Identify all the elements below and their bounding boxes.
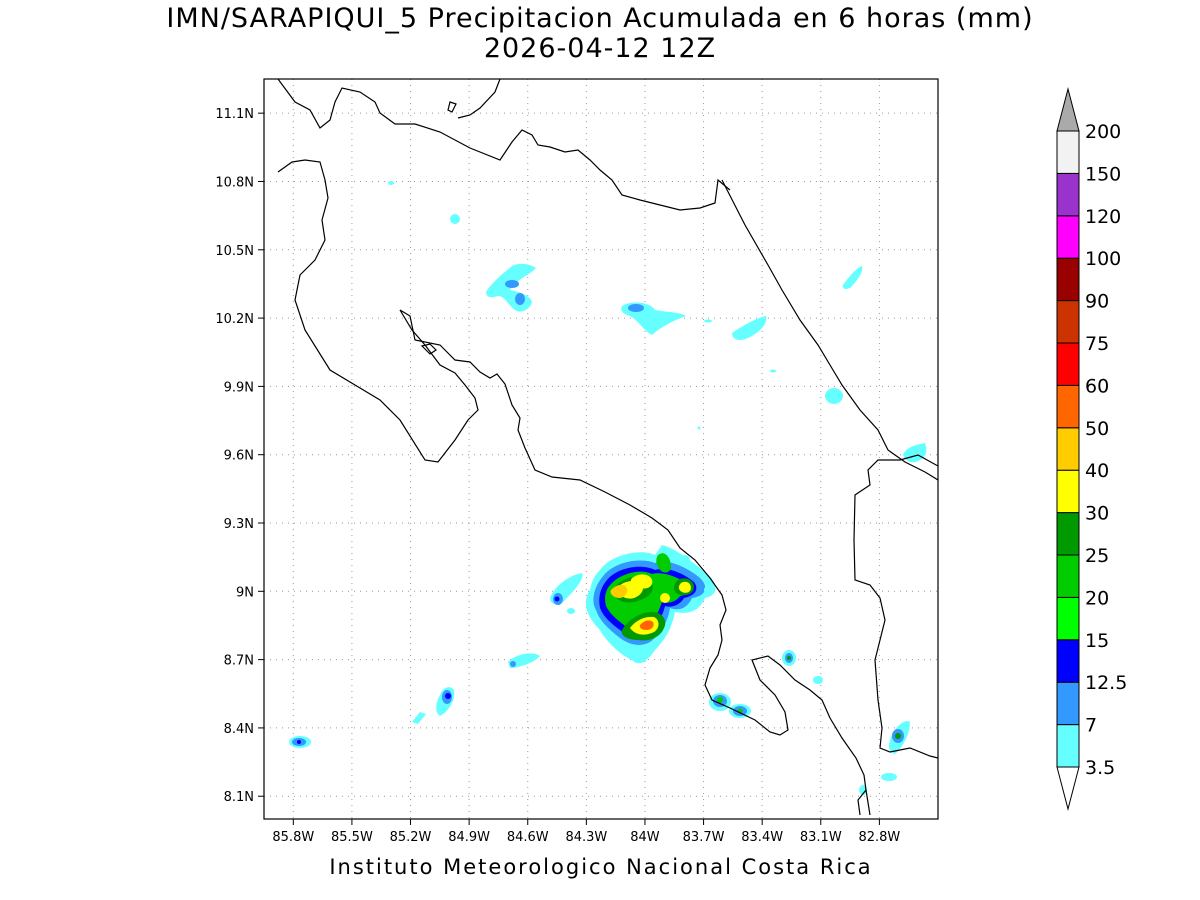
lat-tick-label: 10.8N <box>215 175 254 190</box>
colorbar-swatch <box>1056 257 1080 302</box>
lon-tick-label: 85.2W <box>390 830 432 845</box>
colorbar-swatch <box>1056 342 1080 386</box>
lat-tick-label: 9N <box>236 585 254 600</box>
colorbar-level-label: 15 <box>1085 630 1109 652</box>
colorbar-swatch <box>1056 300 1080 344</box>
gridlines <box>264 79 938 819</box>
lon-tick-label: 82.8W <box>858 830 900 845</box>
colorbar-lower-arrow <box>1056 766 1080 811</box>
lon-tick-label: 83.4W <box>741 830 783 845</box>
colorbar-level-label: 3.5 <box>1085 757 1115 779</box>
colorbar-swatch <box>1056 427 1080 471</box>
colorbar-swatch <box>1056 681 1080 726</box>
colorbar-upper-arrow <box>1056 87 1080 132</box>
lon-tick-label: 84W <box>630 830 660 845</box>
colorbar-swatch <box>1056 469 1080 514</box>
lat-tick-label: 10.2N <box>215 312 254 327</box>
colorbar-swatch <box>1056 384 1080 429</box>
colorbar-level-label: 75 <box>1085 333 1109 355</box>
map-title: IMN/SARAPIQUI_5 Precipitacion Acumulada … <box>166 3 1034 34</box>
lat-tick-label: 8.4N <box>224 722 254 737</box>
lat-tick-label: 11.1N <box>215 107 254 122</box>
colorbar-swatch <box>1056 554 1080 598</box>
colorbar-level-label: 40 <box>1085 460 1109 482</box>
rain-cluster-central <box>585 545 716 664</box>
lon-tick-label: 83.7W <box>683 830 725 845</box>
rain-cells-scattered <box>289 181 927 795</box>
lon-tick-label: 84.6W <box>507 830 549 845</box>
lat-tick-label: 8.1N <box>224 790 254 805</box>
lat-tick-label: 9.9N <box>224 380 254 395</box>
lon-tick-label: 84.3W <box>565 830 607 845</box>
precipitation-field <box>289 181 927 795</box>
colorbar-level-label: 100 <box>1085 248 1121 270</box>
colorbar-level-label: 25 <box>1085 545 1109 567</box>
colorbar-swatch <box>1056 639 1080 683</box>
colorbar-swatch <box>1056 512 1080 556</box>
lat-tick-label: 8.7N <box>224 654 254 669</box>
colorbar-swatch <box>1056 596 1080 641</box>
colorbar-level-label: 30 <box>1085 503 1109 525</box>
colorbar-level-label: 50 <box>1085 418 1109 440</box>
colorbar: 3.5 7 12.5 15 20 25 30 40 50 60 75 90 100 120 150 200 <box>1056 87 1127 811</box>
lat-tick-label: 10.5N <box>215 244 254 259</box>
plot-frame <box>263 78 939 820</box>
colorbar-level-label: 12.5 <box>1085 672 1127 694</box>
colorbar-swatch <box>1056 724 1080 768</box>
footer-credit: Instituto Meteorologico Nacional Costa R… <box>329 855 873 879</box>
lat-tick-label: 9.6N <box>224 449 254 464</box>
map-subtitle-datetime: 2026-04-12 12Z <box>483 33 717 64</box>
colorbar-level-label: 120 <box>1085 206 1121 228</box>
colorbar-swatch <box>1056 215 1080 259</box>
lon-tick-label: 84.9W <box>448 830 490 845</box>
colorbar-swatch <box>1056 130 1080 174</box>
colorbar-level-label: 200 <box>1085 121 1121 143</box>
colorbar-level-label: 150 <box>1085 163 1121 185</box>
colorbar-level-label: 90 <box>1085 291 1109 313</box>
colorbar-level-label: 60 <box>1085 375 1109 397</box>
colorbar-swatch <box>1056 172 1080 217</box>
colorbar-level-label: 7 <box>1085 715 1097 737</box>
lon-tick-label: 85.5W <box>331 830 373 845</box>
lon-tick-label: 83.1W <box>800 830 842 845</box>
lon-tick-label: 85.8W <box>272 830 314 845</box>
coastlines-borders <box>277 79 938 816</box>
lat-tick-label: 9.3N <box>224 517 254 532</box>
axis-labels: 11.1N 10.8N 10.5N 10.2N 9.9N 9.6N 9.3N 9N 8.7N 8.… <box>215 107 900 845</box>
colorbar-level-label: 20 <box>1085 587 1109 609</box>
